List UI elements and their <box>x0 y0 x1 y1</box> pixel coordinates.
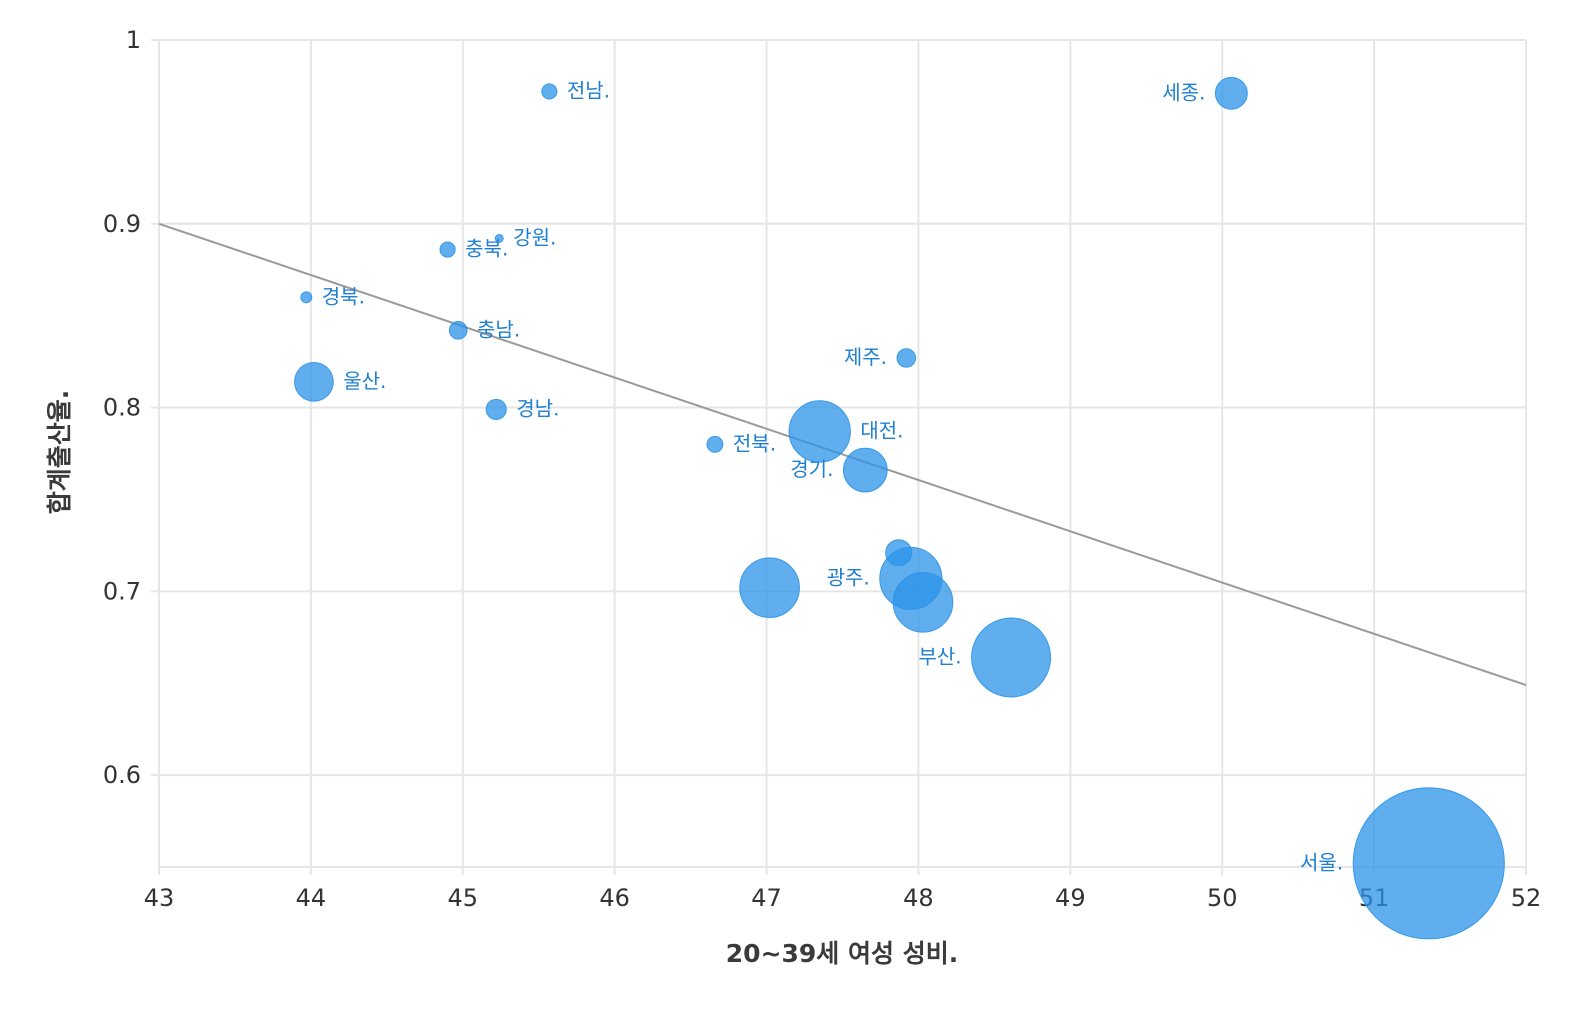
bubble-point <box>1352 787 1505 940</box>
bubble-point <box>739 557 800 618</box>
bubble-label: 전북. <box>733 431 776 455</box>
x-axis-title: 20~39세 여성 성비. <box>726 939 958 968</box>
bubble-label: 광주. <box>827 565 870 589</box>
bubble-label: 경북. <box>322 284 365 308</box>
y-gridlines <box>151 39 1526 868</box>
bubble-point <box>439 241 456 258</box>
bubble-point <box>294 362 334 402</box>
bubble-label: 울산. <box>343 369 386 393</box>
bubble-label: 제주. <box>844 345 887 369</box>
y-tick-label: 0.7 <box>103 577 141 605</box>
bubble-label: 강원. <box>513 225 556 249</box>
bubble-point <box>892 572 954 633</box>
bubble-point <box>300 291 313 304</box>
y-tick-label: 1 <box>126 26 141 54</box>
bubble-label: 전남. <box>567 78 610 102</box>
y-tick-labels: 0.6 0.7 0.8 0.9 1 <box>103 26 141 789</box>
bubble-point <box>448 321 468 340</box>
bubble-point <box>1214 76 1248 110</box>
y-axis-title: 합계출산율. <box>45 390 74 515</box>
bubble-label: 부산. <box>918 644 961 668</box>
bubble-point <box>541 83 558 100</box>
x-tick-label: 43 <box>144 884 175 912</box>
y-tick-label: 0.9 <box>103 210 141 238</box>
bubble-label: 충남. <box>477 317 520 341</box>
bubble-point <box>494 233 504 243</box>
bubble-label: 세종. <box>1162 80 1205 104</box>
bubble-point <box>788 400 851 463</box>
x-tick-label: 52 <box>1511 884 1542 912</box>
x-tick-label: 49 <box>1055 884 1086 912</box>
bubble-point <box>971 617 1052 698</box>
bubble-point <box>842 447 888 493</box>
x-tick-labels: 43444546474849505152 <box>144 884 1542 912</box>
y-tick-label: 0.8 <box>103 394 141 422</box>
y-tick-label: 0.6 <box>103 761 141 789</box>
trend-line <box>158 222 1527 687</box>
x-tick-label: 50 <box>1207 884 1238 912</box>
bubble-point <box>896 348 917 368</box>
bubble-label: 경남. <box>516 396 559 420</box>
bubble-label: 대전. <box>860 418 903 442</box>
x-tick-label: 45 <box>448 884 479 912</box>
x-tick-label: 48 <box>903 884 934 912</box>
point-labels: 전남. 세종. 강원.충북. 경북. 충남. 제주. 울산. 경남. 대전. 전북. 경기. 광주. 부… <box>322 78 1343 874</box>
x-gridlines <box>158 40 1527 875</box>
x-tick-label: 47 <box>751 884 782 912</box>
bubble-label: 충북. <box>465 237 508 261</box>
x-tick-label: 44 <box>296 884 327 912</box>
bubbles <box>294 76 1505 940</box>
bubble-label: 서울. <box>1300 850 1343 874</box>
bubble-point <box>485 398 507 420</box>
bubble-label: 경기. <box>790 457 833 481</box>
bubble-point <box>706 435 724 453</box>
x-tick-label: 46 <box>599 884 630 912</box>
